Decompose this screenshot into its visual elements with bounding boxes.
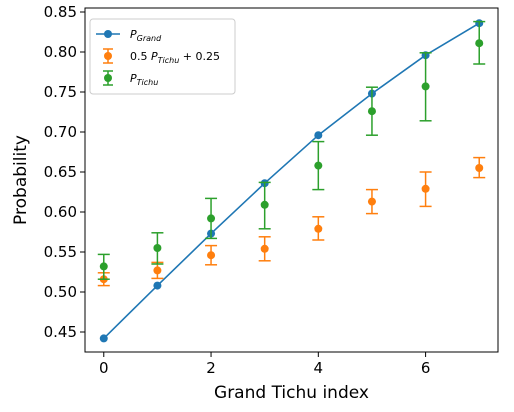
legend-box [89,18,236,95]
data-point [367,107,376,116]
series-1 [97,156,486,287]
legend-label: PGrand [130,28,162,43]
data-point [207,214,216,223]
data-point [207,251,216,260]
data-point [367,197,376,206]
legend-swatch-marker [104,52,112,60]
data-point [153,266,162,275]
x-tick-label: 4 [314,359,324,377]
x-axis: 0 2 4 6 [99,352,430,377]
series-layer [97,19,486,343]
data-point [260,200,269,209]
x-tick-label: 2 [206,359,216,377]
legend: PGrand 0.5 PTichu + 0.25 PTichu [89,18,236,95]
series-line [103,22,480,339]
y-tick-label: 0.70 [44,123,77,141]
plot-frame [84,7,499,353]
data-point [314,224,323,233]
y-tick-label: 0.80 [44,43,77,61]
data-point [153,244,162,252]
legend-label: 0.5 PTichu + 0.25 [130,50,220,65]
y-tick-label: 0.65 [44,163,77,181]
y-tick-label: 0.45 [44,323,77,341]
series-2 [97,20,486,280]
data-point [99,334,108,343]
y-axis-label: Probability [11,135,31,225]
data-point [260,244,269,253]
y-tick-label: 0.50 [44,283,77,301]
data-point [421,184,430,193]
data-point [314,131,323,140]
x-axis-label: Grand Tichu index [214,383,369,403]
data-point [421,82,430,91]
data-point [475,164,484,172]
data-point [475,39,484,48]
legend-swatch-marker [104,30,112,38]
x-tick-label: 0 [99,359,109,377]
y-axis: 0.45 0.50 0.55 0.60 0.65 0.70 0.75 0.80 0.85 [44,3,85,341]
y-tick-label: 0.75 [44,83,77,101]
y-tick-label: 0.60 [44,203,77,221]
data-point [153,281,162,290]
y-tick-label: 0.85 [44,3,77,21]
y-tick-label: 0.55 [44,243,77,261]
legend-label: PTichu [130,72,158,87]
data-point [314,161,323,170]
legend-swatch-marker [104,74,112,82]
data-point [99,262,108,271]
x-tick-label: 6 [421,359,431,377]
